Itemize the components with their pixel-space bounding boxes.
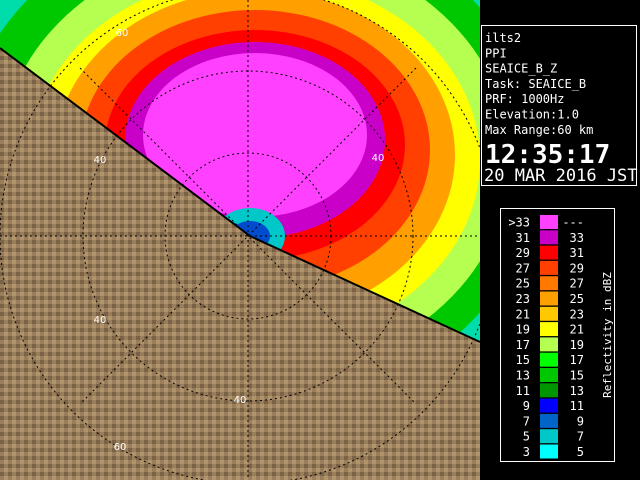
range-label: 40 [372,153,385,164]
legend-high: 27 [570,277,584,291]
legend-low: 3 [523,445,530,459]
info-line: Task: SEAICE_B [485,77,586,91]
legend-high: 13 [570,384,584,398]
legend-low: 17 [516,338,530,352]
info-line: ilts2 [485,31,521,45]
legend-high: 9 [577,414,584,428]
legend-low: 29 [516,246,530,260]
legend-low: 5 [523,430,530,444]
legend-swatch [540,260,558,275]
legend-swatch [540,276,558,291]
info-line: Elevation:1.0 [485,108,579,122]
legend-title: Reflectivity in dBZ [601,272,614,398]
info-line: Max Range:60 km [485,123,593,137]
legend-high: 17 [570,353,584,367]
info-line: PRF: 1000Hz [485,92,564,106]
radar-view: 60 40 40 40 40 60 [0,0,480,480]
legend-low: 11 [516,384,530,398]
legend-low: 23 [516,292,530,306]
legend-swatch [540,215,558,229]
time: 12:35:17 [485,140,610,170]
legend-low: 31 [516,231,530,245]
legend-high: 7 [577,430,584,444]
info-box [481,25,637,186]
legend-low: 27 [516,261,530,275]
legend-swatch [540,322,558,337]
legend-swatch [540,352,558,367]
legend-low: 7 [523,414,530,428]
legend-high: 19 [570,338,584,352]
legend-high: 29 [570,261,584,275]
legend-low: 19 [516,323,530,337]
range-rings [0,152,480,320]
legend-low: 15 [516,353,530,367]
legend-swatch [540,429,558,444]
legend-swatch [540,337,558,352]
legend-swatch [540,306,558,321]
legend-high: 21 [570,323,584,337]
legend-high: 31 [570,246,584,260]
legend-low: 21 [516,307,530,321]
legend-high: 25 [570,292,584,306]
info-line: SEAICE_B_Z [485,62,557,76]
range-label: 60 [116,28,129,39]
info-line: PPI [485,46,507,60]
legend-low: >33 [508,216,530,230]
range-label: 40 [234,395,247,406]
legend-high: 33 [570,231,584,245]
legend-low: 25 [516,277,530,291]
legend-swatch [540,368,558,382]
legend-swatch [540,245,558,260]
range-label: 40 [94,155,107,166]
legend-swatch [540,383,558,398]
legend-high: --- [562,216,584,230]
legend-high: 23 [570,307,584,321]
legend-swatch [540,291,558,306]
legend-swatch [540,230,558,245]
range-label: 60 [114,442,127,453]
legend-low: 13 [516,369,530,383]
range-label: 40 [94,315,107,326]
date: 20 MAR 2016 JST [484,166,638,186]
legend-low: 9 [523,399,530,413]
legend-swatch [540,444,558,459]
legend-swatch [540,413,558,428]
legend-swatch [540,398,558,413]
legend-high: 15 [570,369,584,383]
legend-high: 5 [577,445,584,459]
legend-high: 11 [570,399,584,413]
